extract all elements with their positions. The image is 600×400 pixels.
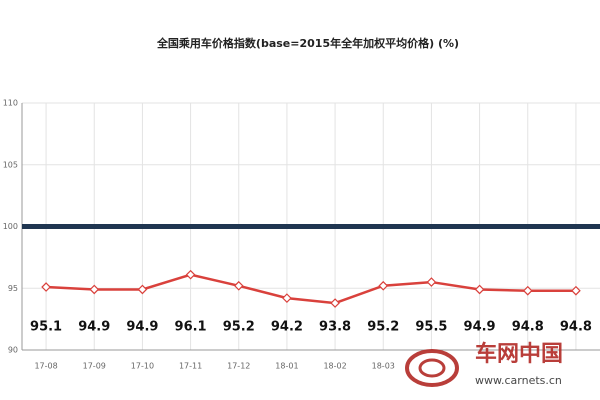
y-tick-label: 90 bbox=[8, 346, 18, 355]
watermark-logo bbox=[405, 349, 459, 387]
value-label: 94.8 bbox=[512, 320, 544, 335]
y-tick-label: 110 bbox=[3, 99, 18, 108]
value-label: 93.8 bbox=[319, 320, 351, 335]
x-tick-label: 18-03 bbox=[372, 362, 395, 371]
value-label: 95.2 bbox=[367, 320, 399, 335]
marker bbox=[41, 282, 51, 292]
y-tick-label: 100 bbox=[3, 222, 18, 231]
marker bbox=[378, 280, 389, 291]
value-label: 94.9 bbox=[78, 320, 110, 335]
value-label: 94.2 bbox=[271, 320, 303, 335]
plot-area: 90 95 100 105 110 17-08 17-09 17-10 17-11 17-12 18… bbox=[3, 99, 600, 371]
y-tick-label: 105 bbox=[3, 160, 18, 169]
value-label: 94.9 bbox=[464, 320, 496, 335]
watermark-name: 车网中国 bbox=[475, 341, 563, 367]
y-tick-label: 95 bbox=[8, 284, 18, 293]
x-tick-label: 17-12 bbox=[227, 362, 250, 371]
x-tick-label: 18-02 bbox=[323, 362, 346, 371]
marker bbox=[282, 293, 292, 303]
watermark-url: www.carnets.cn bbox=[475, 374, 562, 387]
x-tick-label: 18-01 bbox=[275, 362, 298, 371]
marker bbox=[233, 280, 244, 291]
marker bbox=[571, 285, 581, 296]
chart-title: 全国乘用车价格指数(base=2015年全年加权平均价格) (%) bbox=[156, 36, 459, 50]
marker bbox=[185, 269, 196, 280]
watermark: 车网中国 www.carnets.cn bbox=[405, 341, 563, 387]
marker bbox=[474, 284, 485, 295]
value-label: 95.1 bbox=[30, 320, 62, 335]
x-tick-label: 17-11 bbox=[179, 362, 202, 371]
marker bbox=[426, 277, 437, 287]
x-tick-label: 17-09 bbox=[83, 362, 106, 371]
marker bbox=[522, 285, 533, 296]
watermark-logo bbox=[418, 358, 446, 378]
value-label: 95.5 bbox=[415, 320, 447, 335]
x-tick-label: 17-10 bbox=[131, 362, 154, 371]
value-label: 94.8 bbox=[560, 320, 592, 335]
value-label: 96.1 bbox=[175, 320, 207, 335]
x-tick-label: 17-08 bbox=[34, 362, 57, 371]
marker bbox=[330, 298, 340, 308]
marker bbox=[137, 284, 148, 295]
line bbox=[46, 273, 576, 305]
marker bbox=[89, 284, 100, 295]
value-label: 95.2 bbox=[223, 320, 255, 335]
value-label: 94.9 bbox=[126, 320, 158, 335]
